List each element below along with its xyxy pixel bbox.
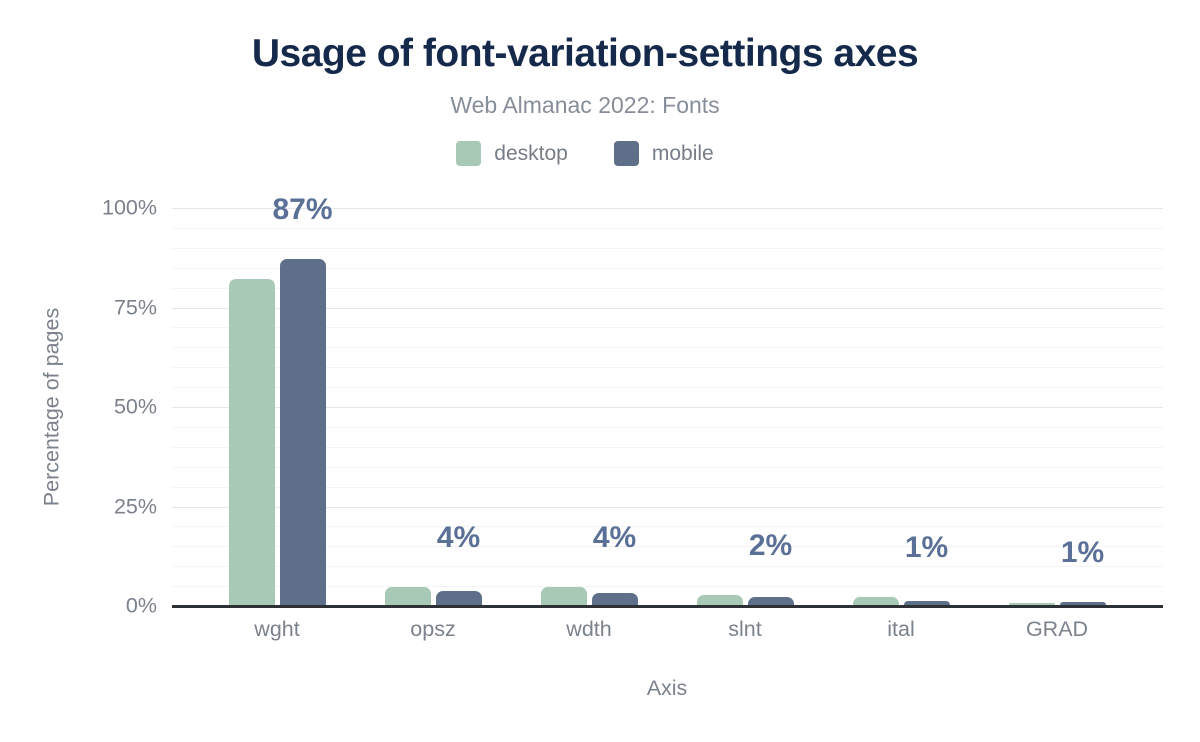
- bar-value-label: 4%: [592, 521, 637, 555]
- bar-mobile-wdth: [591, 593, 638, 605]
- legend-item-mobile: mobile: [613, 141, 714, 166]
- minor-gridline: [172, 526, 1163, 528]
- minor-gridline: [172, 426, 1163, 428]
- minor-gridline: [172, 267, 1163, 269]
- bar-value-label: 2%: [748, 529, 793, 562]
- x-tick-label-ital: ital: [887, 617, 915, 641]
- minor-gridline: [172, 387, 1163, 389]
- minor-gridline: [172, 566, 1163, 568]
- minor-gridline: [172, 367, 1163, 369]
- bar-value-label: 1%: [1060, 536, 1105, 570]
- chart-subtitle: Web Almanac 2022: Fonts: [450, 92, 720, 118]
- legend-label-desktop: desktop: [494, 141, 568, 165]
- bar-value-label: 4%: [436, 521, 481, 555]
- bar-mobile-slnt: [747, 597, 794, 605]
- major-gridline: [172, 506, 1163, 508]
- chart-title: Usage of font-variation-settings axes: [251, 32, 919, 75]
- y-tick-label: 0%: [125, 593, 157, 618]
- bar-mobile-opsz: [435, 591, 482, 605]
- x-tick-label-wght: wght: [254, 617, 300, 641]
- bar-desktop-opsz: [384, 587, 431, 605]
- bar-value-label: 1%: [904, 531, 949, 564]
- y-tick-label: 25%: [113, 494, 157, 518]
- bar-desktop-slnt: [696, 595, 743, 605]
- bar-value-label: 87%: [272, 192, 333, 226]
- minor-gridline: [172, 247, 1163, 249]
- bar-mobile-wght: [279, 258, 326, 605]
- minor-gridline: [172, 347, 1163, 349]
- bar-desktop-ital: [852, 597, 899, 605]
- minor-gridline: [172, 446, 1163, 448]
- minor-gridline: [172, 546, 1163, 548]
- minor-gridline: [172, 466, 1163, 468]
- y-tick-label: 100%: [102, 195, 157, 220]
- x-tick-label-GRAD: GRAD: [1025, 617, 1089, 641]
- minor-gridline: [172, 287, 1163, 289]
- major-gridline: [172, 307, 1163, 309]
- x-axis-title: Axis: [646, 676, 688, 700]
- x-tick-label-wdth: wdth: [566, 617, 612, 641]
- minor-gridline: [172, 327, 1163, 329]
- y-tick-label: 75%: [113, 295, 157, 319]
- bar-desktop-GRAD: [1008, 603, 1055, 605]
- minor-gridline: [172, 227, 1163, 229]
- minor-gridline: [172, 586, 1163, 588]
- bar-desktop-wght: [228, 278, 275, 605]
- bar-mobile-ital: [903, 601, 950, 605]
- x-tick-label-opsz: opsz: [410, 617, 456, 641]
- x-axis-line: [172, 605, 1163, 608]
- bar-mobile-GRAD: [1059, 602, 1106, 605]
- major-gridline: [172, 407, 1163, 408]
- bar-desktop-wdth: [540, 587, 587, 605]
- x-tick-label-slnt: slnt: [728, 617, 762, 641]
- plot-area: 87% 4% 4% 2% 1% 1%: [172, 193, 1163, 608]
- legend-swatch-desktop: [456, 141, 482, 166]
- minor-gridline: [172, 486, 1163, 488]
- y-tick-label: 50%: [113, 394, 157, 419]
- legend: desktop mobile: [0, 141, 1170, 166]
- legend-item-desktop: desktop: [456, 141, 568, 166]
- legend-label-mobile: mobile: [651, 141, 714, 165]
- y-axis-tick-labels: 0% 25% 50% 75% 100%: [0, 196, 157, 618]
- major-gridline: [172, 208, 1163, 209]
- legend-swatch-mobile: [613, 141, 639, 166]
